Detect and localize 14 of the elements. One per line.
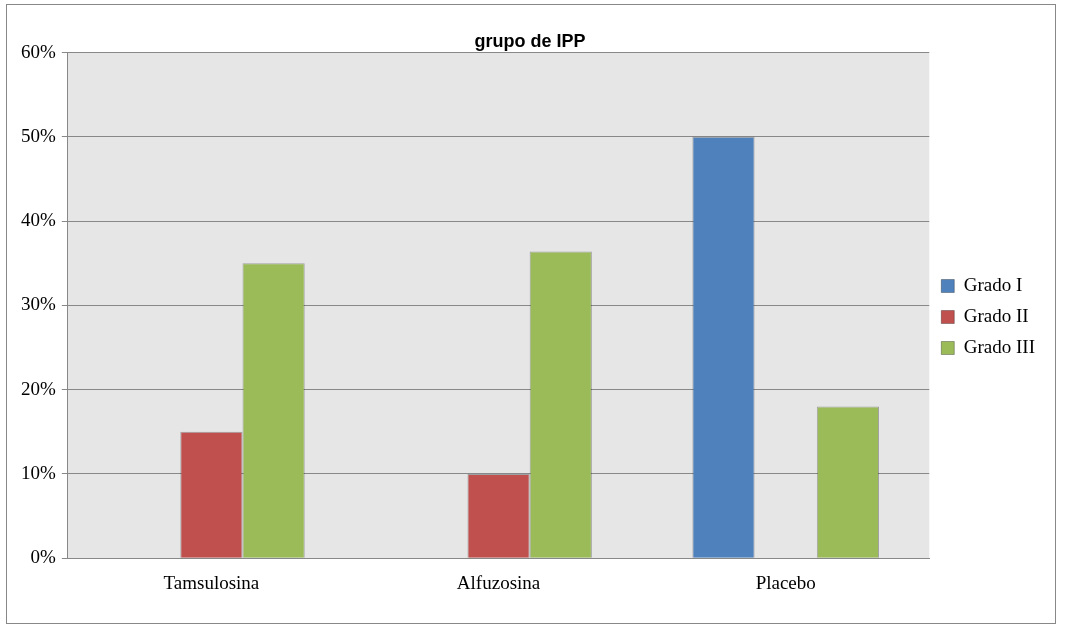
y-tick-label: 50% — [21, 124, 56, 146]
x-tick-label: Alfuzosina — [456, 571, 541, 593]
x-tick-label: Tamsulosina — [163, 571, 260, 593]
chart-title: grupo de IPP — [474, 30, 586, 51]
y-tick-label: 30% — [21, 293, 56, 315]
y-tick-label: 60% — [21, 40, 56, 62]
x-tick-label: Placebo — [755, 571, 816, 593]
y-tick-label: 20% — [21, 377, 56, 399]
y-tick-label: 10% — [21, 461, 56, 483]
legend-label: Grado I — [963, 273, 1023, 295]
y-tick-label: 0% — [30, 546, 56, 568]
legend-label: Grado II — [963, 304, 1029, 326]
y-tick-label: 40% — [21, 209, 56, 231]
legend-label: Grado III — [963, 335, 1036, 357]
